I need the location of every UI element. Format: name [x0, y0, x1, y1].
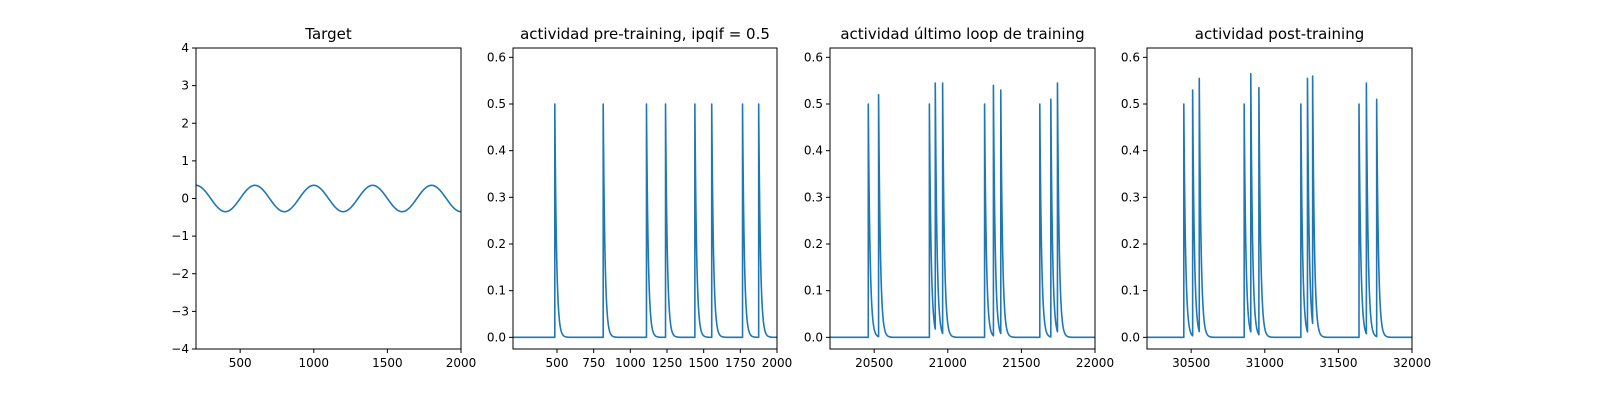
y-tick-label: 0.2: [487, 237, 506, 251]
y-tick-label: 0.1: [804, 284, 823, 298]
y-tick-label: 0.0: [804, 330, 823, 344]
series-line-1: [830, 82, 1095, 339]
subplot-1: 500 1000 1500 2000 −4 −3 −2 −1 0 1 2 3 4 Target: [171, 25, 476, 370]
x-tick-label: 2000: [446, 356, 477, 370]
y-tick-label: 0.3: [1121, 190, 1140, 204]
subplot-title: Target: [304, 25, 352, 43]
y-tick-label: 0.3: [487, 190, 506, 204]
x-tick-label: 2000: [762, 356, 793, 370]
y-tick-label: 0.3: [804, 190, 823, 204]
y-tick-label: −2: [171, 267, 189, 281]
y-tick-label: 3: [181, 79, 189, 93]
x-tick-label: 1500: [372, 356, 403, 370]
subplot-2: 500 750 1000 1250 1500 1750 2000 0.0 0.1 0.2 0.3 0.…: [487, 25, 792, 370]
subplot-title: actividad pre-training, ipqif = 0.5: [520, 25, 770, 43]
y-tick-label: 0.4: [1121, 144, 1140, 158]
y-tick-label: 0.1: [1121, 284, 1140, 298]
y-tick-label: 0.0: [487, 330, 506, 344]
series-line-1: [196, 184, 461, 213]
x-tick-label: 31000: [1246, 356, 1284, 370]
x-tick-label: 1750: [725, 356, 756, 370]
y-tick-label: 0.6: [804, 50, 823, 64]
x-tick-label: 21000: [929, 356, 967, 370]
y-tick-label: −1: [171, 229, 189, 243]
y-tick-label: 4: [181, 41, 189, 55]
y-tick-label: 0.5: [487, 97, 506, 111]
y-tick-label: 2: [181, 116, 189, 130]
y-tick-label: 0.1: [487, 284, 506, 298]
y-tick-label: −4: [171, 342, 189, 356]
axes-frame: [512, 47, 778, 350]
x-tick-label: 1000: [615, 356, 646, 370]
axes-frame: [829, 47, 1096, 350]
axes-frame: [1146, 47, 1413, 350]
y-tick-label: −3: [171, 304, 189, 318]
y-tick-label: 0.2: [804, 237, 823, 251]
series-line-1: [1147, 72, 1412, 339]
subplot-title: actividad post-training: [1195, 25, 1364, 43]
y-tick-label: 0.6: [487, 50, 506, 64]
y-tick-label: 0.4: [487, 144, 506, 158]
series-line-1: [513, 103, 777, 339]
y-tick-label: 0.0: [1121, 330, 1140, 344]
y-tick-label: 1: [181, 154, 189, 168]
y-tick-label: 0.5: [804, 97, 823, 111]
x-tick-label: 500: [229, 356, 252, 370]
x-tick-label: 32000: [1393, 356, 1431, 370]
x-tick-label: 750: [582, 356, 605, 370]
x-tick-label: 1500: [688, 356, 719, 370]
subplot-title: actividad último loop de training: [840, 25, 1084, 43]
y-tick-label: 0.2: [1121, 237, 1140, 251]
x-tick-label: 31500: [1319, 356, 1357, 370]
y-tick-label: 0: [181, 192, 189, 206]
x-tick-label: 20500: [855, 356, 893, 370]
x-tick-label: 500: [546, 356, 569, 370]
x-tick-label: 21500: [1002, 356, 1040, 370]
x-tick-label: 1000: [299, 356, 330, 370]
x-tick-label: 22000: [1076, 356, 1114, 370]
y-tick-label: 0.6: [1121, 50, 1140, 64]
x-tick-label: 1250: [652, 356, 683, 370]
subplot-4: 30500 31000 31500 32000 0.0 0.1 0.2 0.3 0.4 0.5 0.…: [1121, 25, 1431, 370]
y-tick-label: 0.4: [804, 144, 823, 158]
x-tick-label: 30500: [1172, 356, 1210, 370]
y-tick-label: 0.5: [1121, 97, 1140, 111]
subplot-3: 20500 21000 21500 22000 0.0 0.1 0.2 0.3 0.4 0.5 0.…: [804, 25, 1114, 370]
